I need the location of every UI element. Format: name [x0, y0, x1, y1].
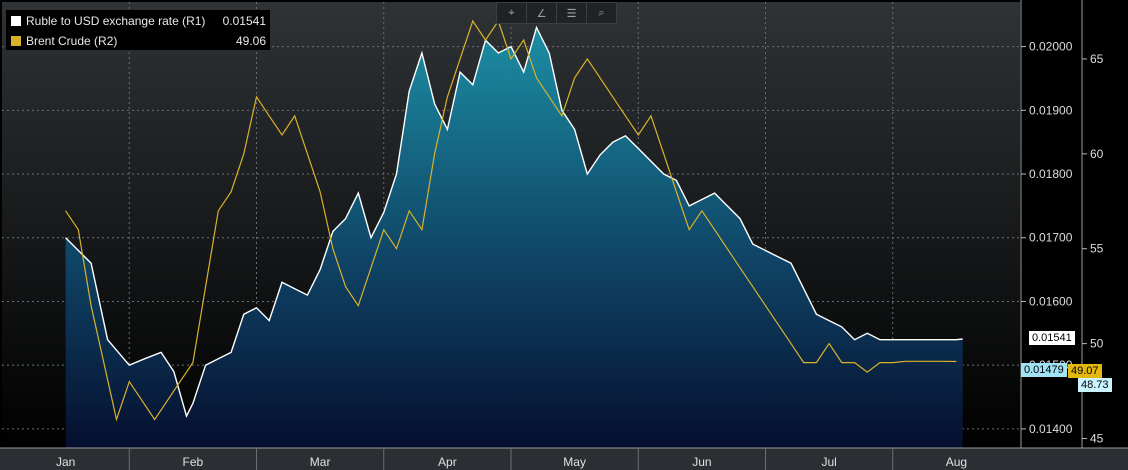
r2-tick-label: 45	[1090, 432, 1104, 446]
legend-label-brent: Brent Crude (R2)	[26, 34, 118, 48]
r2-tick-label: 55	[1090, 242, 1104, 256]
crosshair-icon[interactable]: ⌖	[497, 3, 527, 23]
legend-value-brent: 49.06	[235, 34, 266, 48]
r1-tick-label: 0.01400	[1029, 422, 1073, 436]
r1-tick-label: 0.02000	[1029, 40, 1073, 54]
legend: Ruble to USD exchange rate (R1) 0.01541 …	[6, 10, 270, 50]
x-tick-label: Jun	[692, 455, 711, 469]
r1-tick-label: 0.01600	[1029, 294, 1073, 308]
legend-swatch-brent	[11, 36, 21, 46]
legend-item-brent[interactable]: Brent Crude (R2) 49.06	[6, 32, 270, 50]
table-view-icon[interactable]: ☰	[557, 3, 587, 23]
x-tick-label: Feb	[183, 455, 204, 469]
chart-toolbar: ⌖ ∠ ☰ ⌕	[496, 2, 617, 24]
r1-tick-label: 0.01800	[1029, 167, 1073, 181]
x-tick-label: May	[563, 455, 586, 469]
legend-value-ruble: 0.01541	[222, 14, 266, 28]
r1-tick-label: 0.01700	[1029, 231, 1073, 245]
r2-last-value-tag: 49.07	[1068, 364, 1102, 378]
r2-prev-value-tag: 48.73	[1078, 378, 1112, 392]
series-line-brent	[65, 19, 957, 422]
r1-last-value-tag: 0.01541	[1029, 331, 1075, 345]
r1-prev-value-tag: 0.01479	[1021, 363, 1067, 377]
zoom-icon[interactable]: ⌕	[598, 6, 605, 19]
x-tick-label: Jan	[56, 455, 75, 469]
x-tick-label: Mar	[310, 455, 331, 469]
legend-label-ruble: Ruble to USD exchange rate (R1)	[26, 14, 206, 28]
x-tick-label: Apr	[438, 455, 457, 469]
legend-swatch-ruble	[11, 16, 21, 26]
draw-line-icon[interactable]: ∠	[527, 3, 557, 23]
series-line-ruble	[65, 25, 963, 419]
r2-tick-label: 50	[1090, 337, 1104, 351]
legend-item-ruble[interactable]: Ruble to USD exchange rate (R1) 0.01541	[6, 12, 270, 30]
x-tick-label: Jul	[821, 455, 836, 469]
r1-tick-label: 0.01900	[1029, 103, 1073, 117]
r2-tick-label: 65	[1090, 52, 1104, 66]
series-area-ruble	[65, 27, 963, 448]
x-axis-background	[0, 448, 1128, 470]
r2-tick-label: 60	[1090, 147, 1104, 161]
x-tick-label: Aug	[946, 455, 967, 469]
right-axis-background	[1020, 0, 1128, 448]
